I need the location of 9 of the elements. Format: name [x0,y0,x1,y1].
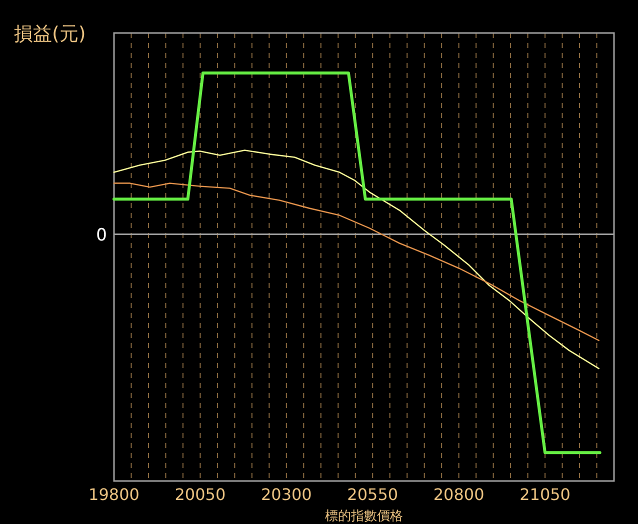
x-axis-title: 標的指數價格 [325,509,403,524]
x-tick-label: 21050 [520,485,570,504]
y-axis-title: 損益(元) [14,23,86,45]
ref-line-label: 0 [96,225,107,246]
x-tick-label: 20300 [260,485,312,504]
x-tick-label: 20800 [433,485,484,504]
x-tick-label: 20050 [174,485,226,504]
x-tick-label: 19800 [88,485,140,504]
x-tick-label: 20550 [347,485,398,504]
